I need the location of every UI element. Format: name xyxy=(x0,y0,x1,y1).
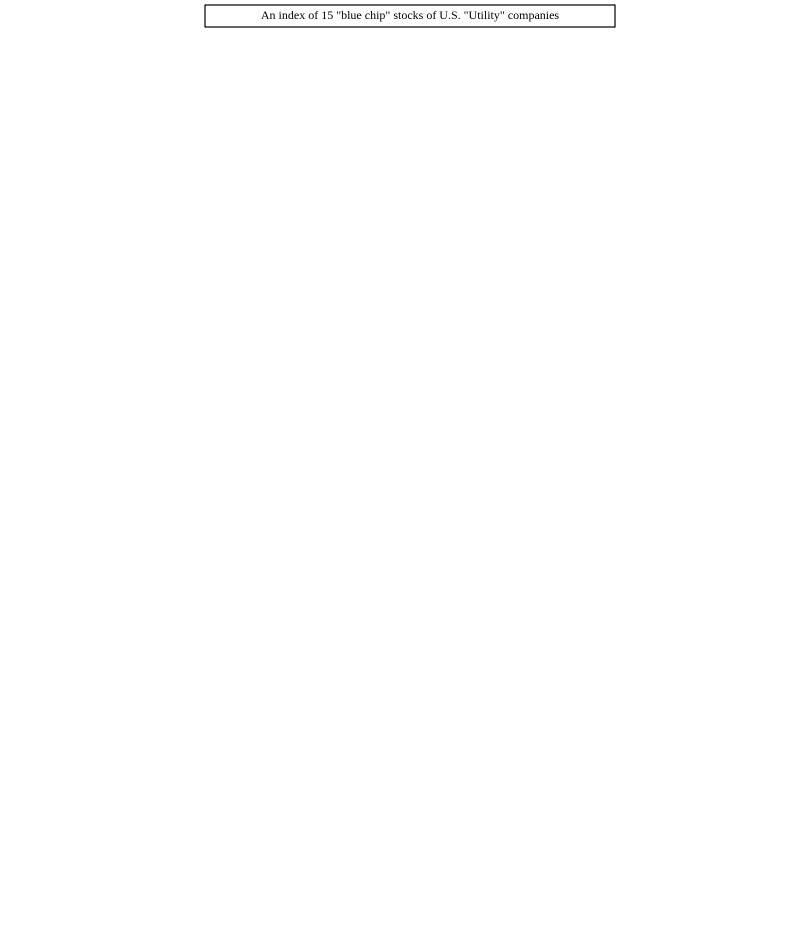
title-box xyxy=(204,4,616,28)
chart-title: An index of 15 "blue chip" stocks of U.S… xyxy=(261,8,560,22)
